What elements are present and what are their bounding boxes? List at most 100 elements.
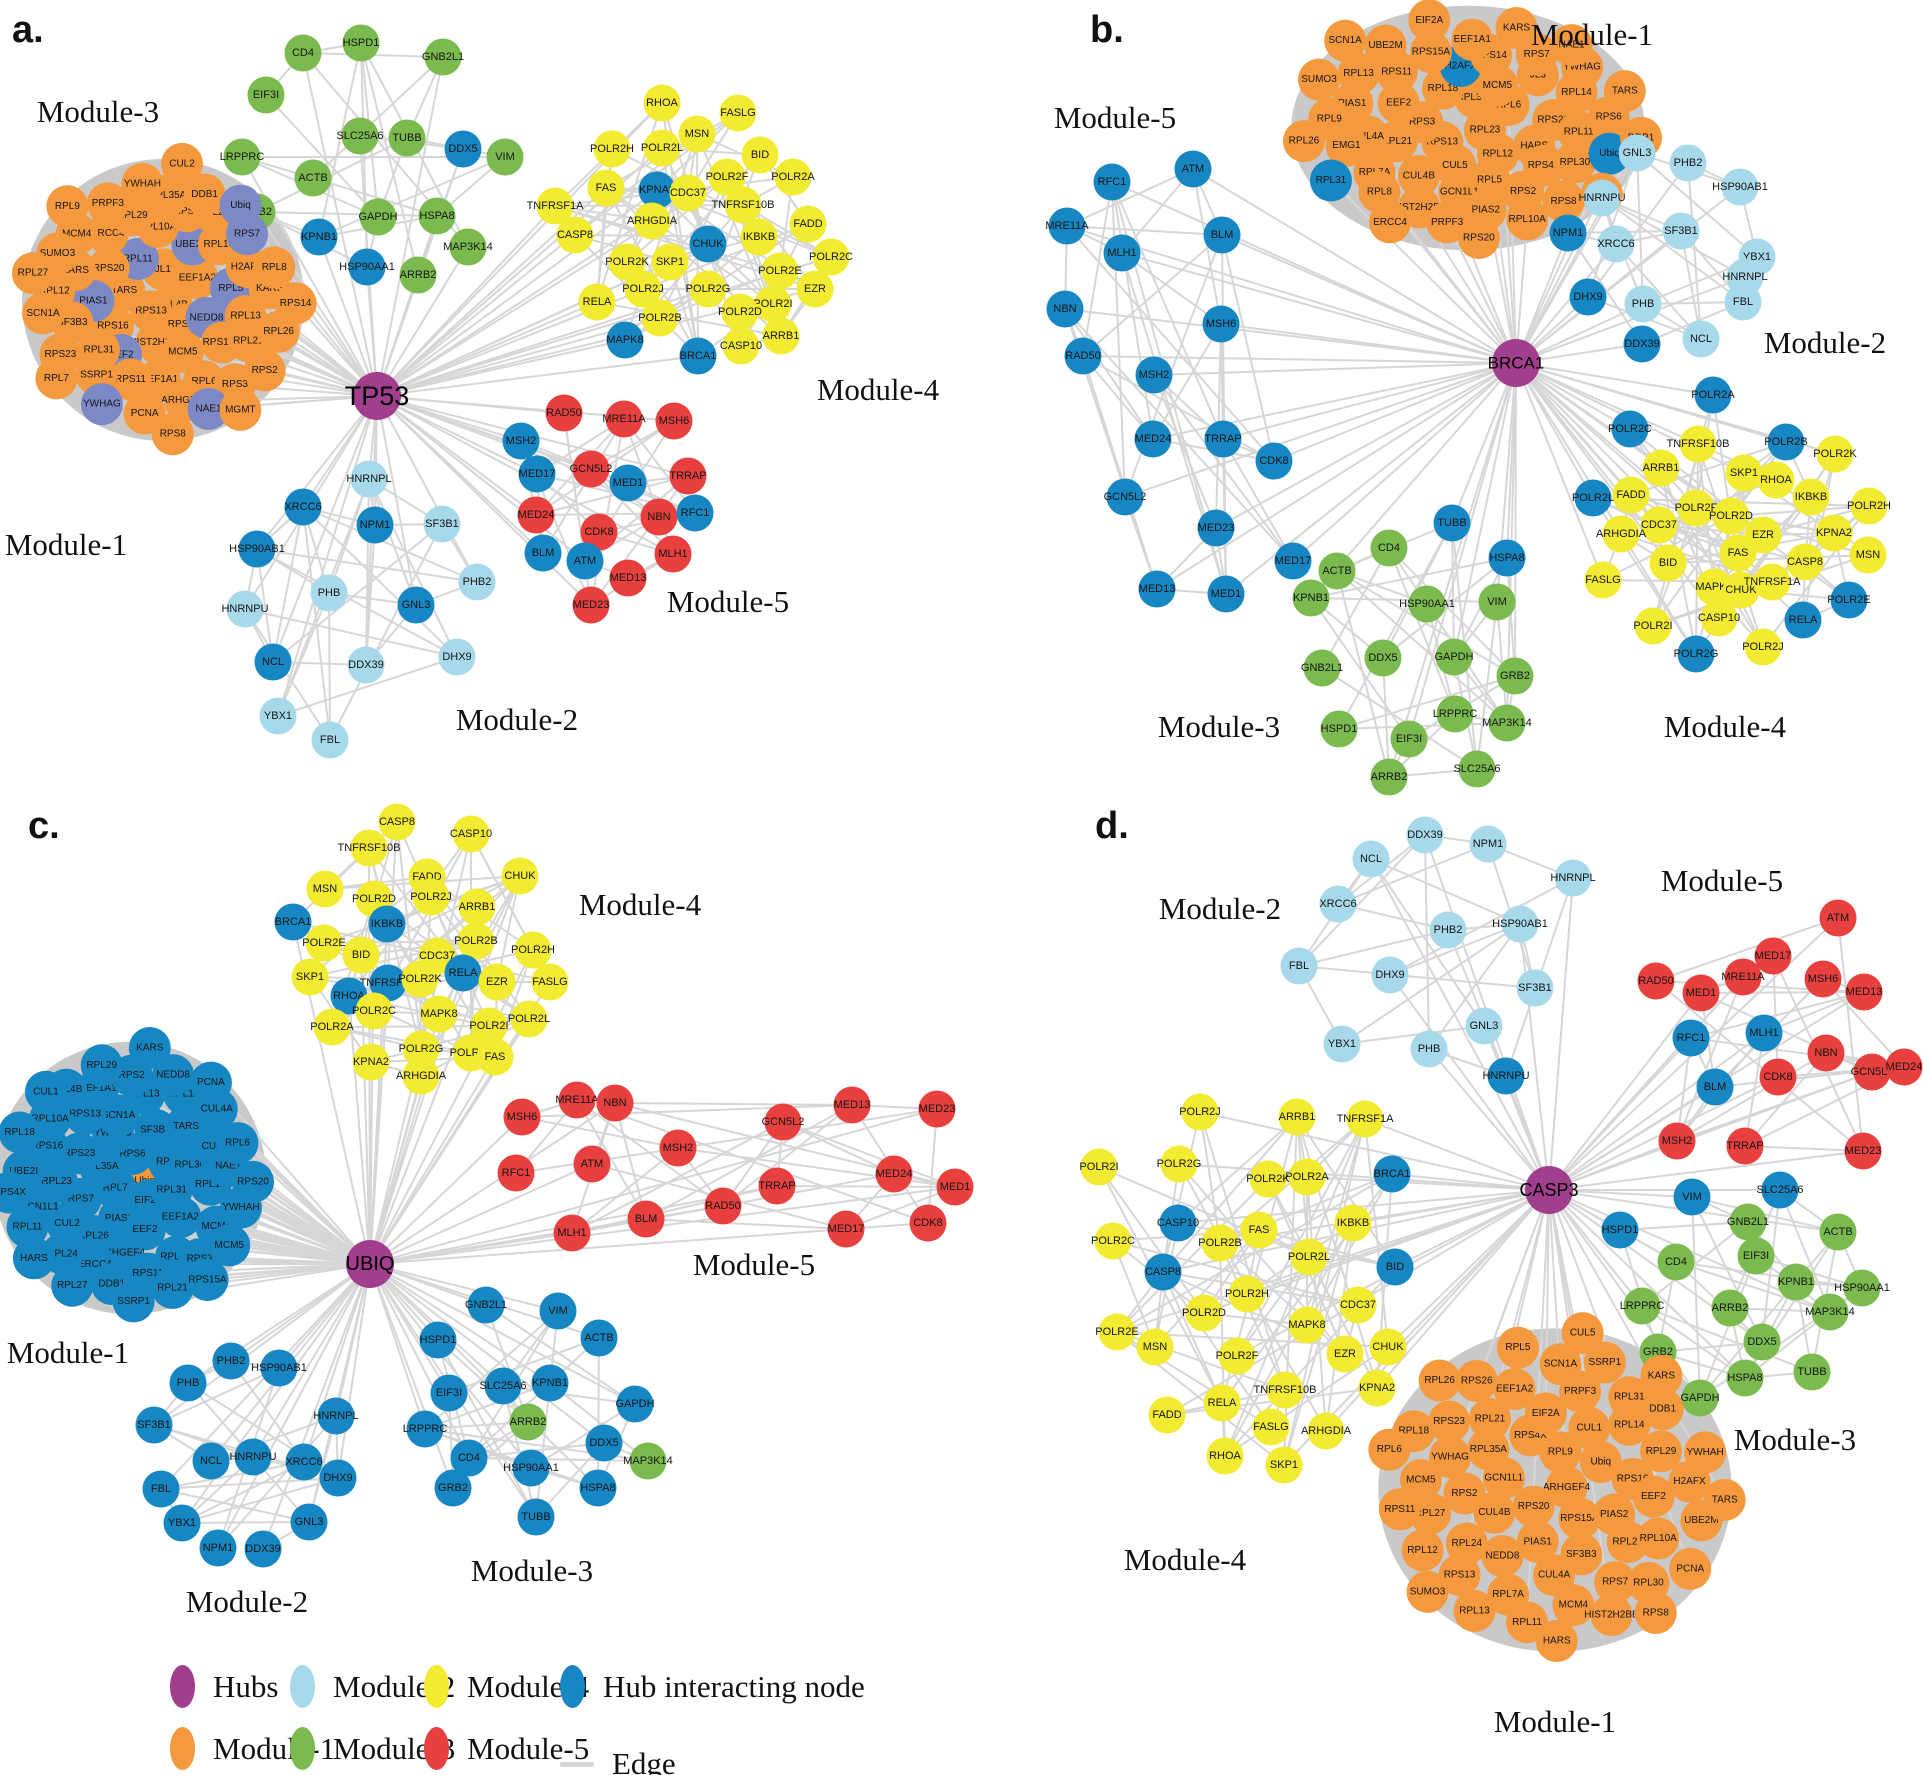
module-label: Module-2 [186,1584,308,1619]
gene-node [1757,461,1795,499]
hub-edge [376,395,538,475]
gene-node [1255,442,1293,480]
hub-edge [1548,1189,1643,1307]
gene-node [1323,1025,1361,1063]
hub-edge [1121,252,1517,364]
labels: Module-3 Module-4 Module-5 Module-2 Module-1… [5,9,940,737]
gene-node [300,218,338,256]
edge [661,102,709,245]
gene-node [135,1406,173,1444]
gene-node [1672,1019,1710,1057]
gene-node [1339,1286,1377,1324]
gene-node [1552,1584,1595,1627]
hub-edge [376,395,592,606]
gene-node [1850,487,1888,525]
panel-letter: a. [12,9,44,51]
gene-node [1307,1412,1345,1450]
gene-node [186,1259,229,1302]
edge [645,1218,847,1230]
hub-node [353,372,401,420]
gene-node [1786,543,1824,581]
edge [230,1360,305,1463]
gene-node [1729,1203,1767,1241]
edge [485,1304,636,1405]
labels: Module-5 Module-1 Module-2 Module-4 Module-3… [1054,9,1886,744]
edge [1636,152,1758,258]
edge [181,1461,305,1524]
gene-node [219,388,262,431]
gene-node [87,247,130,290]
gene-node [1611,410,1649,448]
edge [1699,1255,1757,1399]
gene-node [1535,1620,1578,1663]
edge [845,1186,956,1230]
edge [1337,903,1449,931]
gene-node [1319,885,1357,923]
edge [1177,1116,1298,1224]
gene-node [452,815,490,853]
gene-node [1206,1437,1244,1475]
gene-node [722,327,760,365]
gene-node [580,513,618,551]
gene-node [1370,529,1408,567]
gene-node [1815,514,1853,552]
gene-node [6,1205,49,1248]
edge [1389,877,1574,976]
gene-node [1792,478,1830,516]
gene-node [1568,1407,1611,1450]
module-label: Module-1 [1494,1704,1616,1739]
edge [1338,522,1453,730]
edge [1655,980,1864,1152]
edge [782,1121,956,1188]
gene-node [1843,1269,1881,1307]
edge [1341,1025,1485,1045]
gene-node [1612,476,1650,514]
gene-node [1695,568,1733,606]
gene-node [1743,1323,1781,1361]
gene-node [284,488,322,526]
hub-edge [369,1108,938,1265]
gene-node [1724,283,1762,321]
edge [530,1403,636,1469]
gene-node [1624,285,1662,323]
gene-node [254,643,292,681]
edge [302,506,478,583]
edge [1619,1221,1749,1231]
edge [574,234,760,238]
hub-edge [1514,362,1517,677]
gene-node [1754,937,1792,975]
gene-node [359,198,397,236]
gene-node [317,1397,355,1435]
hub-edge [1515,362,1699,445]
gene-node [774,158,812,196]
gene-node [1681,1379,1719,1417]
gene-node [260,1349,298,1387]
edge [328,592,331,741]
hub-edge [1215,362,1517,529]
gene-node [486,138,524,176]
gene-node [1252,1408,1290,1446]
gene-node [1677,635,1715,673]
gene-node [1601,1211,1639,1249]
gene-node [1506,198,1549,241]
gene-node [536,187,574,225]
edge [1630,494,1739,554]
hub-edge [369,982,389,1265]
gene-node [1745,1014,1783,1052]
hub-edge [1192,168,1517,364]
gene-node [176,257,219,300]
hub-edge [318,236,378,397]
gene-node [1488,704,1526,742]
gene-node [629,1442,667,1480]
gene-node [223,138,261,176]
gene-node [936,1168,974,1206]
gene-node [1358,1369,1396,1407]
gene-node [1265,1446,1303,1484]
gene-node [1373,1155,1411,1193]
gene-node [1309,159,1352,202]
hub-edge [1548,1086,1716,1191]
gene-node [1603,70,1646,113]
hub-edge [369,1263,454,1489]
hub-edge [1515,362,1714,396]
